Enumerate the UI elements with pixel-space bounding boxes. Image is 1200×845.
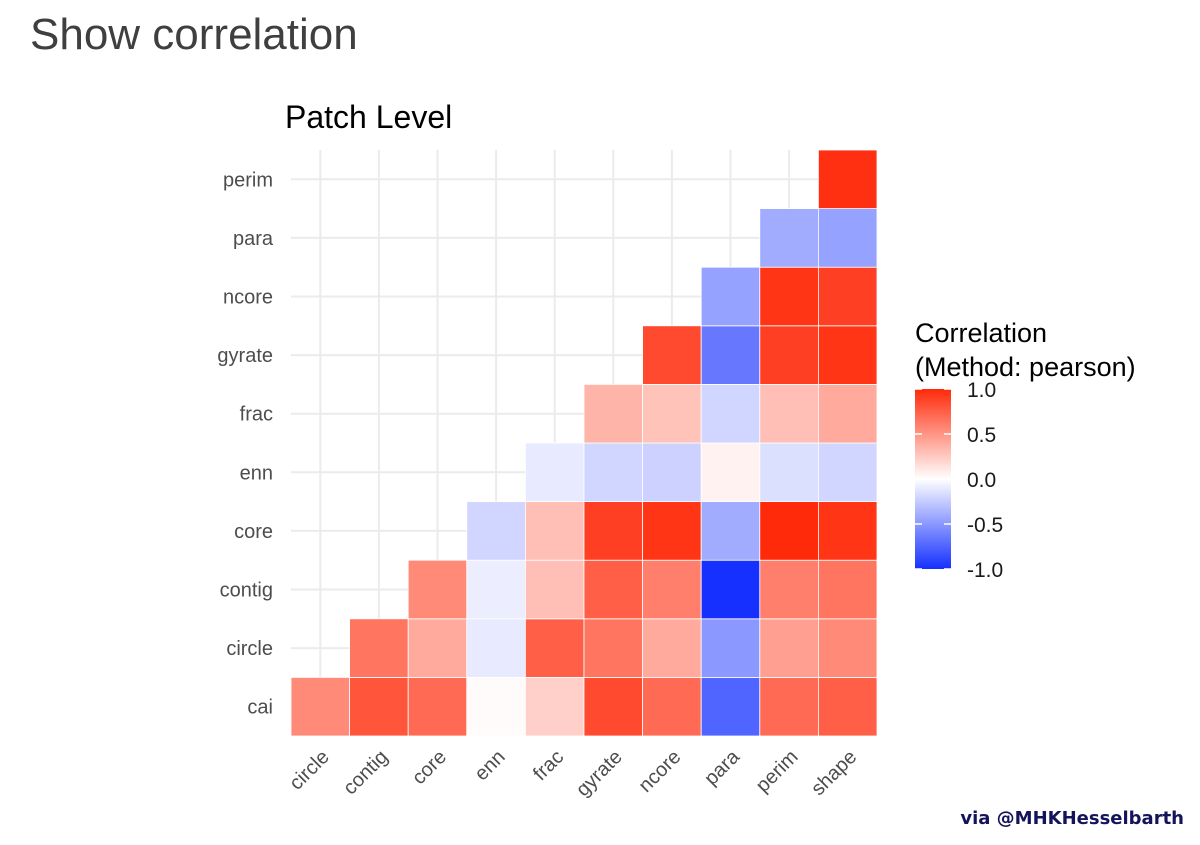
y-tick-label: perim (223, 169, 273, 191)
x-tick-label: core (408, 746, 451, 789)
heatmap-cell-enn-ncore (642, 442, 702, 502)
y-tick-label: cai (247, 697, 273, 719)
legend-tick-label: -0.5 (967, 514, 1003, 537)
heatmap-cell-circle-ncore (642, 618, 702, 678)
heatmap-cell-circle-contig (349, 618, 409, 678)
heatmap-cell-cai-perim (759, 677, 819, 737)
x-tick-label: ncore (635, 746, 686, 797)
heatmap-cell-enn-perim (759, 442, 819, 502)
heatmap-cell-core-frac (525, 501, 585, 561)
heatmap-cell-cai-shape (818, 677, 878, 737)
y-tick-label: para (233, 228, 274, 250)
heatmap-cell-cai-core (407, 677, 468, 737)
heatmap-cell-para-perim (759, 208, 819, 268)
x-tick-label: enn (470, 746, 509, 785)
heatmap-cell-cai-para (700, 677, 761, 737)
x-tick-label: frac (529, 746, 568, 785)
heatmap-cell-ncore-perim (759, 266, 819, 327)
heatmap-cell-contig-gyrate (583, 559, 643, 620)
x-tick-label: contig (339, 746, 392, 799)
heatmap-cell-gyrate-perim (759, 325, 819, 385)
heatmap-cell-ncore-shape (818, 266, 878, 327)
heatmap-cell-contig-perim (759, 559, 819, 620)
heatmap-cell-circle-para (700, 618, 761, 678)
y-tick-label: ncore (223, 287, 273, 309)
heatmap-cell-core-perim (759, 501, 819, 561)
legend: Correlation (Method: pearson) 1.0 0.5 0.0 -… (915, 318, 1136, 582)
heatmap-cell-cai-ncore (642, 677, 702, 737)
heatmap-cell-frac-perim (759, 383, 819, 444)
heatmap-cell-contig-shape (818, 559, 878, 620)
heatmap-cell-frac-ncore (642, 383, 702, 444)
x-tick-label: circle (285, 746, 334, 795)
x-axis-ticks: circle contig core enn frac gyrate ncore para pe… (285, 745, 861, 800)
heatmap-cell-contig-enn (466, 559, 526, 620)
heatmap-cell-frac-gyrate (583, 383, 643, 444)
heatmap-cell-core-enn (466, 501, 526, 561)
heatmap-cell-core-para (700, 501, 761, 561)
heatmap-cell-circle-frac (525, 618, 585, 678)
heatmap-cell-circle-gyrate (583, 618, 643, 678)
legend-tick-label: -1.0 (967, 559, 1003, 582)
heatmap-cell-ncore-para (700, 266, 761, 327)
legend-title-line1: Correlation (915, 318, 1047, 348)
y-tick-label: frac (240, 404, 273, 426)
heatmap-cell-cai-contig (349, 677, 409, 737)
legend-tick-label: 0.5 (967, 424, 996, 447)
heatmap-cell-para-shape (818, 208, 878, 268)
y-tick-label: gyrate (217, 345, 273, 367)
y-tick-label: contig (220, 580, 273, 602)
heatmap-cell-perim-shape (818, 149, 878, 209)
legend-tick-label: 0.0 (967, 469, 996, 492)
credit-text: via @MHKHesselbarth (960, 808, 1184, 829)
heatmap-cell-cai-frac (525, 677, 585, 737)
x-tick-label: gyrate (572, 746, 627, 801)
x-tick-label: shape (807, 746, 861, 800)
y-tick-label: enn (240, 462, 273, 484)
heatmap-cell-cai-enn (466, 677, 526, 737)
heatmap-cell-frac-shape (818, 383, 878, 444)
heatmap-cell-circle-perim (759, 618, 819, 678)
heatmap-cell-enn-shape (818, 442, 878, 502)
heatmap-cell-cai-circle (290, 677, 350, 737)
heatmap-cell-core-gyrate (583, 501, 643, 561)
heatmap-cell-frac-para (700, 383, 761, 444)
heatmap-cell-gyrate-ncore (642, 325, 702, 385)
chart-title: Patch Level (285, 99, 452, 135)
x-tick-label: para (700, 745, 744, 789)
legend-title-line2: (Method: pearson) (915, 352, 1136, 382)
heatmap-cell-contig-para (700, 559, 761, 620)
heatmap-cell-enn-frac (525, 442, 585, 502)
heatmap-cell-cai-gyrate (583, 677, 643, 737)
heatmap-cells (290, 149, 878, 737)
heatmap-cell-circle-enn (466, 618, 526, 678)
heatmap-cell-gyrate-para (700, 325, 761, 385)
legend-ticks: 1.0 0.5 0.0 -0.5 -1.0 (915, 379, 1003, 582)
heatmap-cell-contig-frac (525, 559, 585, 620)
y-axis-ticks: perim para ncore gyrate frac enn core contig cir… (217, 169, 273, 718)
heatmap-cell-enn-gyrate (583, 442, 643, 502)
heatmap-cell-circle-shape (818, 618, 878, 678)
x-tick-label: perim (752, 746, 803, 797)
y-tick-label: circle (226, 638, 273, 660)
heatmap-cell-enn-para (700, 442, 761, 502)
y-tick-label: core (234, 521, 273, 543)
heatmap-cell-contig-ncore (642, 559, 702, 620)
slide-title: Show correlation (30, 10, 358, 59)
heatmap-cell-contig-core (407, 559, 468, 620)
heatmap-cell-core-shape (818, 501, 878, 561)
heatmap-cell-circle-core (407, 618, 468, 678)
heatmap-cell-gyrate-shape (818, 325, 878, 385)
legend-tick-label: 1.0 (967, 379, 996, 402)
heatmap-cell-core-ncore (642, 501, 702, 561)
